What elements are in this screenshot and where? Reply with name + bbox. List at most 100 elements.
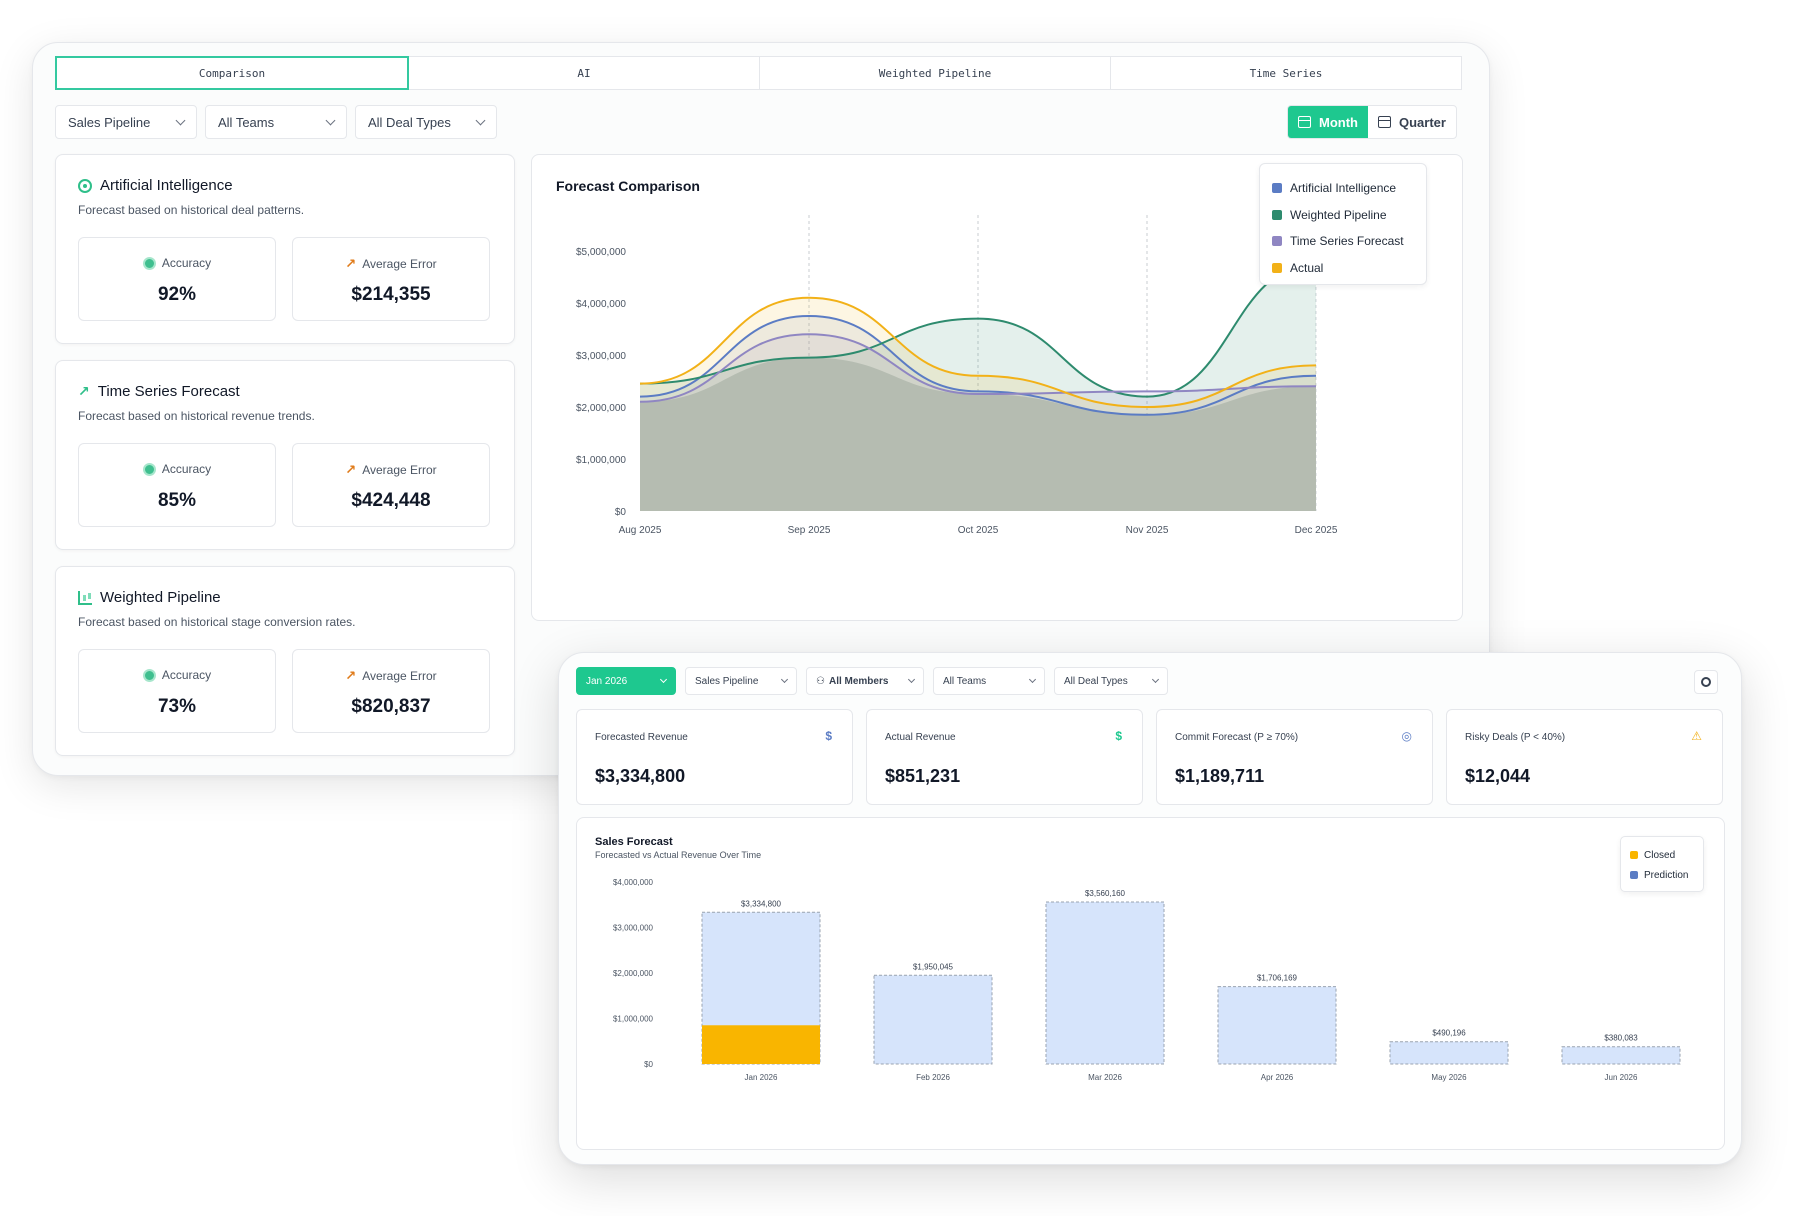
settings-button[interactable] <box>1694 670 1718 694</box>
legend-label: Prediction <box>1644 869 1689 881</box>
x-tick-label: Aug 2025 <box>619 525 662 536</box>
chevron-down-icon <box>780 675 789 684</box>
sales-forecast-card: Sales Forecast Forecasted vs Actual Reve… <box>576 817 1725 1150</box>
kpi-label: Commit Forecast (P ≥ 70%) <box>1175 732 1299 743</box>
tab-ai[interactable]: AI <box>409 56 760 90</box>
average-error-metric: ↗ Average Error $424,448 <box>292 443 490 527</box>
pipeline-dropdown[interactable]: Sales Pipeline <box>55 105 197 139</box>
average-error-value: $424,448 <box>351 490 431 511</box>
y-tick-label: $5,000,000 <box>576 247 626 258</box>
tab-time-series[interactable]: Time Series <box>1111 56 1462 90</box>
pipeline-dropdown-label: Sales Pipeline <box>68 114 151 130</box>
chevron-down-icon <box>325 115 336 125</box>
calendar-icon <box>1377 116 1391 128</box>
trending-up-icon: ↗ <box>345 256 357 271</box>
average-error-metric: ↗ Average Error $820,837 <box>292 649 490 733</box>
pipeline-dropdown[interactable]: Sales Pipeline <box>685 667 797 695</box>
target-icon <box>142 668 156 682</box>
model-tabs: Comparison AI Weighted Pipeline Time Ser… <box>55 56 1462 90</box>
legend-label: Time Series Forecast <box>1290 234 1404 249</box>
bar-prediction <box>873 974 993 1065</box>
bar-data-label: $490,196 <box>1432 1029 1466 1038</box>
legend-label: Closed <box>1644 849 1676 861</box>
kpi-label: Forecasted Revenue <box>595 732 688 743</box>
deal-types-dropdown-label: All Deal Types <box>368 114 451 130</box>
forecast-comparison-card: Forecast Comparison $0 $1,000,000 $2,000,0… <box>531 154 1463 621</box>
bar-data-label: $380,083 <box>1604 1034 1638 1043</box>
tab-weighted-pipeline[interactable]: Weighted Pipeline <box>760 56 1111 90</box>
legend-item: Prediction <box>1630 865 1694 885</box>
target-icon <box>142 256 156 270</box>
accuracy-metric: Accuracy 92% <box>78 237 276 321</box>
y-tick-label: $2,000,000 <box>576 403 626 414</box>
members-dropdown-label: All Members <box>828 675 889 687</box>
month-label: Month <box>1319 114 1358 130</box>
dollar-icon: $ <box>825 729 832 743</box>
average-error-value: $214,355 <box>351 284 431 305</box>
chevron-down-icon <box>175 115 186 125</box>
y-tick-label: $0 <box>615 507 627 518</box>
series-weighted-pipeline-area <box>640 264 1316 511</box>
deal-types-dropdown[interactable]: All Deal Types <box>1054 667 1168 695</box>
kpi-commit-forecast: Commit Forecast (P ≥ 70%) ◎ $1,189,711 <box>1156 709 1433 805</box>
pipeline-dropdown-label: Sales Pipeline <box>695 675 759 687</box>
x-tick-label: May 2026 <box>1431 1073 1467 1082</box>
average-error-label: ↗ Average Error <box>293 668 489 684</box>
members-dropdown[interactable]: ⚇ All Members <box>806 667 924 695</box>
series-ai-line <box>639 314 1317 416</box>
month-dropdown[interactable]: Jan 2026 <box>576 667 676 695</box>
quarter-label: Quarter <box>1398 114 1446 130</box>
kpi-value: $1,189,711 <box>1175 766 1265 786</box>
month-button[interactable]: Month <box>1288 106 1368 138</box>
model-description: Forecast based on historical deal patter… <box>78 203 305 217</box>
bar-prediction <box>1561 1046 1681 1065</box>
tab-comparison[interactable]: Comparison <box>55 56 409 90</box>
model-title-text: Time Series Forecast <box>97 383 240 400</box>
accuracy-label-text: Accuracy <box>161 256 212 270</box>
teams-dropdown-label: All Teams <box>218 114 275 130</box>
series-ai-area <box>640 316 1316 511</box>
kpi-value: $851,231 <box>885 766 961 786</box>
warning-icon: ⚠ <box>1691 729 1702 743</box>
bar-chart-icon <box>78 590 92 605</box>
bar-data-label: $1,950,045 <box>913 962 954 971</box>
target-icon <box>142 462 156 476</box>
deal-types-dropdown[interactable]: All Deal Types <box>355 105 497 139</box>
users-icon: ⚇ <box>816 675 825 687</box>
legend-label: Actual <box>1290 260 1324 275</box>
accuracy-label: Accuracy <box>79 668 275 682</box>
accuracy-value: 92% <box>157 284 197 305</box>
chevron-down-icon <box>1028 675 1037 684</box>
model-card-time-series: ↗ Time Series Forecast Forecast based on… <box>55 360 515 550</box>
forecast-comparison-panel: Comparison AI Weighted Pipeline Time Ser… <box>32 42 1490 776</box>
trending-up-icon: ↗ <box>345 668 357 683</box>
chevron-down-icon <box>907 675 916 684</box>
legend-item: Time Series Forecast <box>1272 228 1414 255</box>
legend-swatch <box>1272 236 1282 247</box>
chart-title: Forecast Comparison <box>556 178 700 194</box>
chart-subtitle: Forecasted vs Actual Revenue Over Time <box>595 850 762 860</box>
bar-data-label: $3,560,160 <box>1085 889 1126 898</box>
legend-label: Artificial Intelligence <box>1290 181 1397 196</box>
series-time-series-line <box>639 333 1317 403</box>
teams-dropdown[interactable]: All Teams <box>933 667 1045 695</box>
legend-swatch <box>1630 871 1638 879</box>
model-title-text: Weighted Pipeline <box>100 589 221 606</box>
x-tick-label: Jan 2026 <box>745 1073 778 1082</box>
x-tick-label: Feb 2026 <box>916 1073 950 1082</box>
x-tick-label: Nov 2025 <box>1126 525 1169 536</box>
x-tick-label: Sep 2025 <box>788 525 831 536</box>
bar-data-label: $3,334,800 <box>741 899 782 908</box>
teams-dropdown[interactable]: All Teams <box>205 105 347 139</box>
legend-item: Actual <box>1272 255 1414 282</box>
average-error-label-text: Average Error <box>362 257 437 271</box>
y-tick-label: $1,000,000 <box>613 1015 654 1024</box>
period-toggle: Month Quarter <box>1287 105 1457 139</box>
calendar-icon <box>1298 116 1311 128</box>
quarter-button[interactable]: Quarter <box>1368 106 1456 138</box>
y-tick-label: $1,000,000 <box>576 455 626 466</box>
chart-legend: Closed Prediction <box>1620 836 1704 892</box>
model-card-title: ↗ Time Series Forecast <box>78 383 240 400</box>
teams-dropdown-label: All Teams <box>943 675 987 687</box>
kpi-risky-deals: Risky Deals (P < 40%) ⚠ $12,044 <box>1446 709 1723 805</box>
